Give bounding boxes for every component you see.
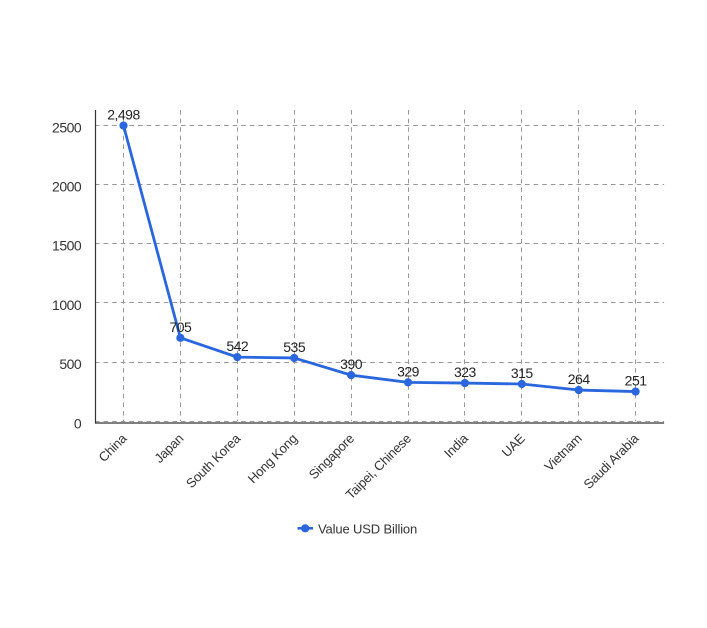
- svg-text:1500: 1500: [52, 238, 82, 254]
- svg-text:0: 0: [74, 415, 82, 431]
- svg-text:2,498: 2,498: [107, 107, 140, 123]
- svg-text:264: 264: [568, 371, 591, 387]
- svg-text:705: 705: [169, 319, 192, 335]
- svg-text:542: 542: [226, 338, 249, 354]
- svg-text:2500: 2500: [52, 119, 82, 135]
- svg-text:390: 390: [340, 356, 363, 372]
- svg-text:315: 315: [511, 365, 534, 381]
- svg-text:Value USD Billion: Value USD Billion: [318, 522, 417, 537]
- svg-text:251: 251: [625, 373, 648, 389]
- svg-text:500: 500: [59, 356, 82, 372]
- svg-text:329: 329: [397, 363, 420, 379]
- svg-text:535: 535: [283, 339, 306, 355]
- svg-text:1000: 1000: [52, 297, 82, 313]
- svg-text:2000: 2000: [52, 179, 82, 195]
- svg-text:323: 323: [454, 364, 477, 380]
